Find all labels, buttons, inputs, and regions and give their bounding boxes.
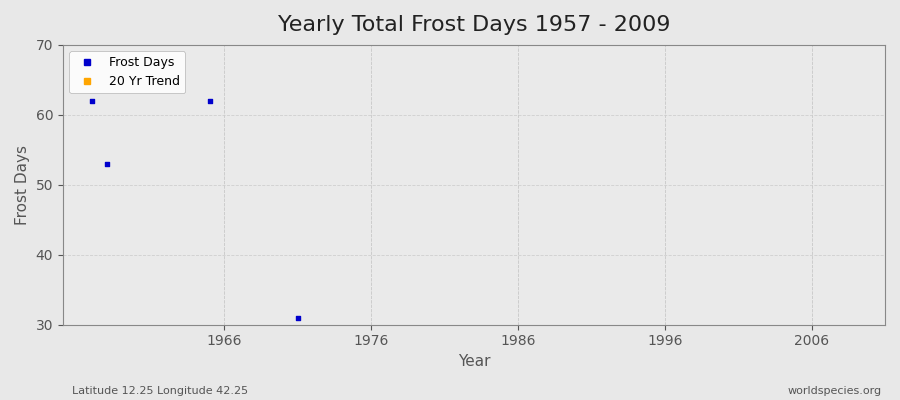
Point <box>86 98 100 104</box>
Legend: Frost Days, 20 Yr Trend: Frost Days, 20 Yr Trend <box>69 51 185 93</box>
Point <box>100 161 114 167</box>
Y-axis label: Frost Days: Frost Days <box>15 145 30 225</box>
Text: worldspecies.org: worldspecies.org <box>788 386 882 396</box>
X-axis label: Year: Year <box>458 354 491 369</box>
Text: Latitude 12.25 Longitude 42.25: Latitude 12.25 Longitude 42.25 <box>72 386 248 396</box>
Point <box>202 98 217 104</box>
Point <box>291 314 305 321</box>
Title: Yearly Total Frost Days 1957 - 2009: Yearly Total Frost Days 1957 - 2009 <box>278 15 670 35</box>
